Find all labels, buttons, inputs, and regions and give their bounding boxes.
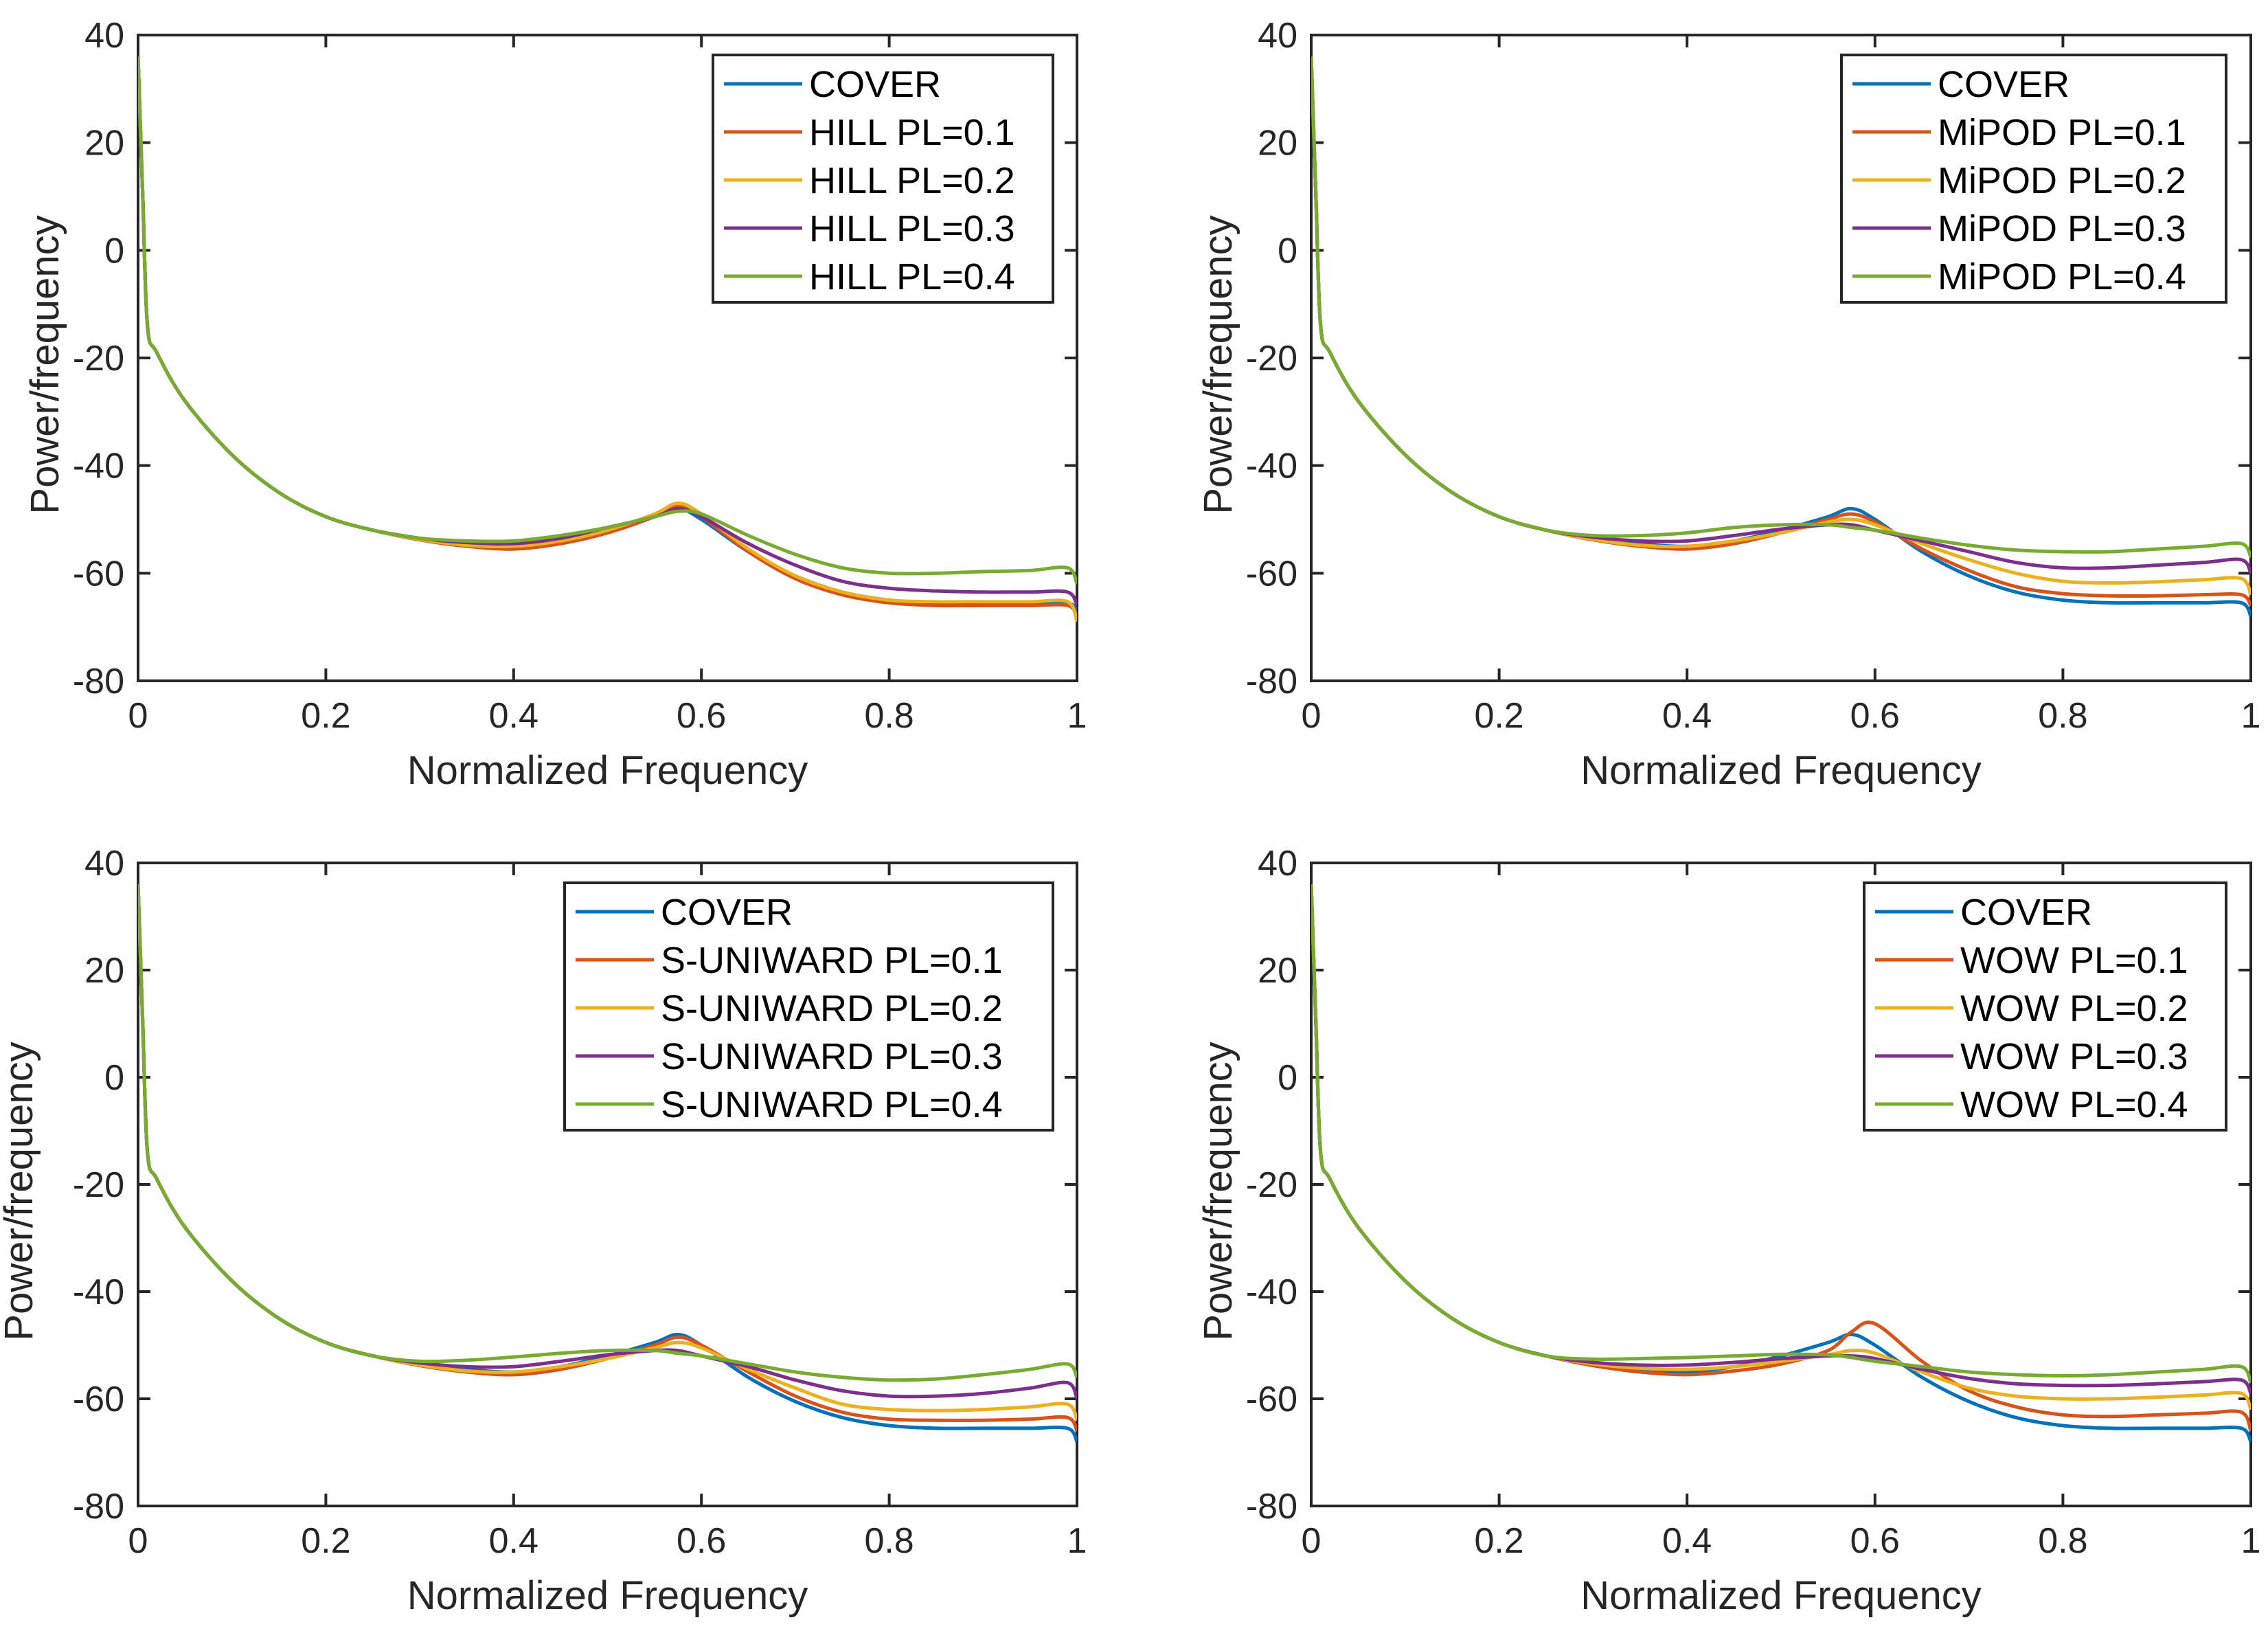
y-tick-label: -20 xyxy=(1246,1165,1297,1205)
x-tick-label: 0.4 xyxy=(489,696,538,736)
x-tick-label: 1 xyxy=(2241,696,2261,736)
y-axis-label: Power/frequency xyxy=(1196,1042,1240,1340)
x-tick-label: 1 xyxy=(2241,1521,2261,1561)
x-axis-label: Normalized Frequency xyxy=(1580,748,1981,793)
subplot-3: 0 0.2 0.4 0.6 0.8 1 -80 -60 -40 -20 0 20 40 Normalize… xyxy=(0,844,1087,1618)
y-tick-label: -80 xyxy=(1246,662,1297,701)
x-tick-label: 0.2 xyxy=(1474,1521,1523,1561)
y-tick-label: -40 xyxy=(1246,1272,1297,1312)
y-tick-label: -20 xyxy=(73,1165,124,1205)
subplot-1: 0 0.2 0.4 0.6 0.8 1 -80 -60 -40 -20 0 20 40 Normalize… xyxy=(23,16,1087,793)
series-line-wow-pl-0-4 xyxy=(1311,884,2251,1384)
y-tick-label: -80 xyxy=(73,1487,124,1527)
legend-entry: S-UNIWARD PL=0.4 xyxy=(661,1084,1003,1125)
y-tick-label: -60 xyxy=(1246,554,1297,594)
y-axis-label: Power/frequency xyxy=(23,215,67,514)
y-tick-label: -60 xyxy=(73,554,124,594)
y-tick-label: -40 xyxy=(73,1272,124,1312)
x-tick-label: 1 xyxy=(1067,1521,1087,1561)
x-tick-label: 0.4 xyxy=(489,1521,538,1561)
y-tick-label: 40 xyxy=(84,844,124,884)
legend: COVER MiPOD PL=0.1 MiPOD PL=0.2 MiPOD PL=0.… xyxy=(1840,54,2227,304)
x-tick-label: 0 xyxy=(128,1521,148,1561)
legend-entry: COVER xyxy=(1938,64,2069,105)
y-tick-label: -80 xyxy=(73,662,124,701)
y-tick-label: 0 xyxy=(104,231,124,271)
legend-entry: WOW PL=0.3 xyxy=(1960,1036,2188,1077)
y-tick-label: 40 xyxy=(84,16,124,56)
x-axis-label: Normalized Frequency xyxy=(407,1573,808,1618)
y-tick-label: -60 xyxy=(1246,1380,1297,1419)
x-axis-label: Normalized Frequency xyxy=(1580,1573,1981,1618)
legend-entry: HILL PL=0.1 xyxy=(809,112,1015,153)
x-tick-label: 0.8 xyxy=(2038,696,2087,736)
y-tick-label: -60 xyxy=(73,1380,124,1419)
legend-entry: HILL PL=0.4 xyxy=(809,256,1015,297)
x-tick-label: 0 xyxy=(1302,696,1322,736)
legend-entry: S-UNIWARD PL=0.3 xyxy=(661,1036,1003,1077)
x-tick-label: 0.6 xyxy=(1850,696,1900,736)
legend-entry: MiPOD PL=0.4 xyxy=(1938,256,2186,297)
x-tick-label: 0.4 xyxy=(1662,696,1712,736)
y-tick-label: 40 xyxy=(1258,16,1297,56)
legend-entry: MiPOD PL=0.2 xyxy=(1938,160,2186,201)
y-tick-label: 20 xyxy=(84,124,124,164)
legend-entry: WOW PL=0.1 xyxy=(1960,940,2188,981)
legend-entry: MiPOD PL=0.3 xyxy=(1938,208,2186,249)
legend-entry: COVER xyxy=(661,892,793,933)
legend: COVER HILL PL=0.1 HILL PL=0.2 HILL PL=0.3 HI… xyxy=(712,54,1054,304)
y-tick-label: 20 xyxy=(84,951,124,991)
y-tick-label: 20 xyxy=(1258,124,1297,164)
legend: COVER S-UNIWARD PL=0.1 S-UNIWARD PL=0.2 S-U… xyxy=(563,881,1054,1132)
y-tick-label: -20 xyxy=(73,339,124,379)
legend-entry: WOW PL=0.2 xyxy=(1960,988,2188,1029)
x-tick-label: 0.6 xyxy=(677,696,726,736)
legend-box xyxy=(712,54,1054,304)
x-tick-label: 0 xyxy=(1302,1521,1322,1561)
y-tick-label: 0 xyxy=(1278,1058,1297,1098)
legend-entry: MiPOD PL=0.1 xyxy=(1938,112,2186,153)
y-tick-label: -40 xyxy=(73,447,124,486)
y-axis-label: Power/frequency xyxy=(1196,215,1240,514)
legend-entry: S-UNIWARD PL=0.1 xyxy=(661,940,1003,981)
series-line-hill-pl-0-4 xyxy=(138,56,1077,585)
subplot-4: 0 0.2 0.4 0.6 0.8 1 -80 -60 -40 -20 0 20 40 Normalize… xyxy=(1196,844,2260,1618)
x-axis-label: Normalized Frequency xyxy=(407,748,808,793)
x-tick-label: 0.2 xyxy=(301,1521,350,1561)
y-tick-label: 0 xyxy=(104,1058,124,1098)
legend-entry: COVER xyxy=(1960,892,2092,933)
series-line-mipod-pl-0-4 xyxy=(1311,56,2251,559)
x-tick-label: 0.4 xyxy=(1662,1521,1712,1561)
subplot-2: 0 0.2 0.4 0.6 0.8 1 -80 -60 -40 -20 0 20 40 Normalize… xyxy=(1196,16,2260,793)
y-tick-label: 0 xyxy=(1278,231,1297,271)
y-tick-label: -40 xyxy=(1246,447,1297,486)
y-tick-label: 40 xyxy=(1258,844,1297,884)
y-tick-label: -20 xyxy=(1246,339,1297,379)
x-tick-label: 0.8 xyxy=(864,1521,914,1561)
legend-entry: COVER xyxy=(809,64,941,105)
y-axis-label: Power/frequency xyxy=(0,1042,41,1340)
x-tick-label: 0.8 xyxy=(2038,1521,2087,1561)
x-tick-label: 0.2 xyxy=(301,696,350,736)
legend-entry: HILL PL=0.2 xyxy=(809,160,1015,201)
legend: COVER WOW PL=0.1 WOW PL=0.2 WOW PL=0.3 WOW P… xyxy=(1863,881,2227,1132)
x-tick-label: 0 xyxy=(128,696,148,736)
legend-entry: S-UNIWARD PL=0.2 xyxy=(661,988,1003,1029)
y-tick-label: 20 xyxy=(1258,951,1297,991)
y-tick-label: -80 xyxy=(1246,1487,1297,1527)
x-tick-label: 0.8 xyxy=(864,696,914,736)
x-tick-label: 1 xyxy=(1067,696,1087,736)
x-tick-label: 0.6 xyxy=(677,1521,726,1561)
legend-entry: WOW PL=0.4 xyxy=(1960,1084,2188,1125)
series-line-s-uniward-pl-0-4 xyxy=(138,884,1077,1382)
x-tick-label: 0.6 xyxy=(1850,1521,1900,1561)
legend-entry: HILL PL=0.3 xyxy=(809,208,1015,249)
x-tick-label: 0.2 xyxy=(1474,696,1523,736)
